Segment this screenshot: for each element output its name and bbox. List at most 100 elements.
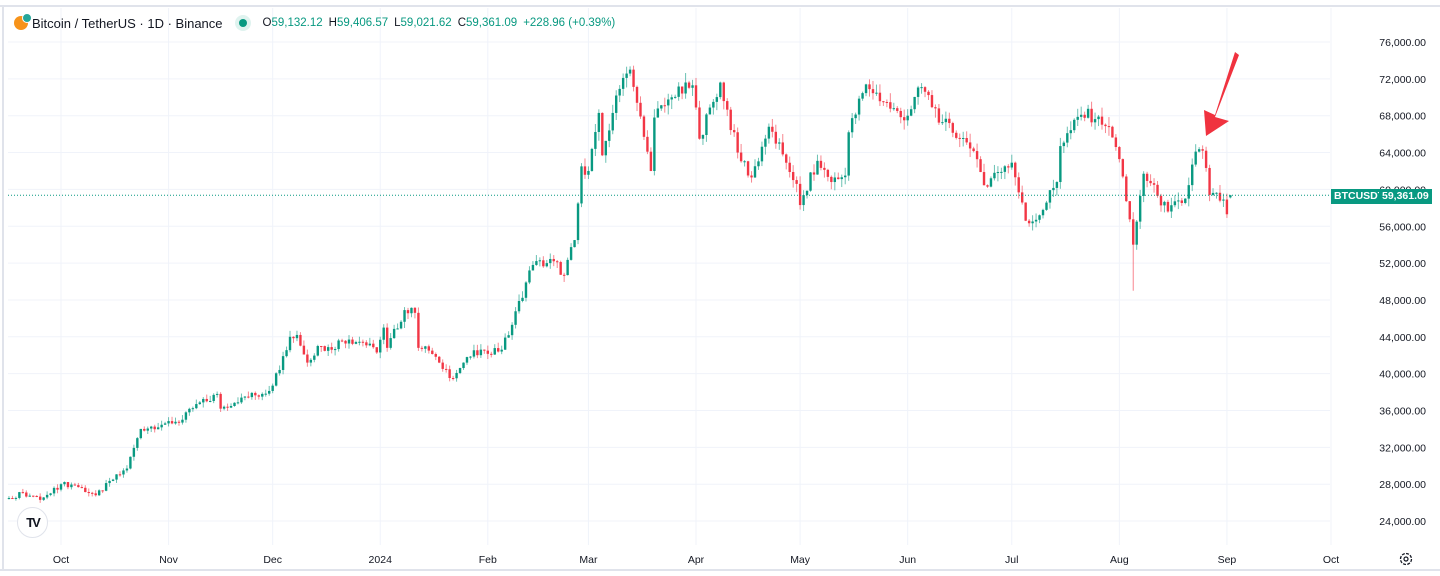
candle	[410, 307, 413, 318]
candle-body	[1204, 150, 1208, 168]
candle-body	[802, 195, 805, 206]
candle-body	[257, 395, 260, 397]
candle-body	[1184, 198, 1187, 203]
candle	[330, 342, 333, 354]
candle-body	[861, 93, 864, 99]
candle	[174, 417, 177, 425]
candle	[448, 365, 451, 382]
candle	[1017, 172, 1020, 199]
candle-body	[1073, 119, 1076, 131]
candle	[788, 156, 791, 178]
candle	[295, 330, 299, 342]
candle-body	[791, 172, 795, 181]
candle-body	[198, 402, 201, 405]
candle	[566, 257, 569, 276]
candle-body	[406, 310, 410, 314]
candle	[767, 123, 771, 144]
candle	[646, 130, 649, 155]
candle	[642, 114, 646, 141]
candle	[663, 97, 666, 113]
x-tick-label: Jun	[899, 554, 916, 566]
candle	[507, 331, 510, 339]
bitcoin-icon	[14, 13, 32, 30]
candle-body	[1208, 167, 1211, 195]
candle-body	[441, 362, 444, 369]
candle	[118, 471, 122, 477]
candle	[1225, 193, 1229, 218]
candle	[1218, 184, 1222, 203]
candle-body	[143, 428, 146, 431]
candle-body	[233, 402, 236, 407]
candle-body	[326, 347, 330, 351]
candle-body	[767, 126, 771, 139]
candle-body	[795, 180, 798, 184]
candle-body	[389, 338, 392, 348]
tradingview-logo[interactable]: TV	[17, 507, 48, 538]
symbol-title[interactable]: Bitcoin / TetherUS · 1D · Binance	[32, 15, 223, 31]
candle-body	[1010, 162, 1013, 168]
candle	[757, 157, 760, 170]
candle	[670, 94, 673, 110]
y-tick-label: 64,000.00	[1379, 148, 1426, 160]
candle	[840, 174, 843, 188]
candle	[14, 496, 18, 501]
candle-body	[191, 408, 195, 410]
candle	[798, 176, 802, 210]
candle	[958, 133, 961, 148]
candle	[274, 372, 278, 387]
candle-body	[288, 336, 292, 351]
candle-body	[1118, 147, 1121, 160]
candle-body	[687, 82, 691, 88]
candle	[1152, 178, 1156, 193]
candle-body	[500, 349, 503, 352]
candle-body	[347, 339, 351, 344]
candle	[49, 492, 52, 497]
candle-body	[122, 470, 125, 475]
candle-body	[1197, 149, 1201, 152]
candle-body	[1090, 108, 1093, 123]
candle-body	[156, 427, 160, 430]
candle-body	[899, 110, 902, 118]
candle-body	[889, 102, 892, 109]
candle	[28, 493, 31, 497]
candle-body	[736, 132, 739, 153]
candle	[66, 481, 70, 490]
candle-body	[805, 190, 809, 196]
red-arrow-annotation	[1204, 52, 1239, 136]
candle-body	[1211, 192, 1215, 195]
candle	[802, 190, 805, 212]
candle-body	[1125, 176, 1128, 202]
candle	[1128, 201, 1131, 223]
candle-body	[469, 356, 472, 358]
candle-body	[247, 396, 250, 398]
candle-body	[7, 498, 11, 500]
candle	[809, 172, 812, 192]
candle	[892, 102, 895, 111]
candle-body	[1003, 166, 1007, 172]
candle	[323, 345, 326, 352]
candle-body	[712, 101, 715, 108]
candle-body	[184, 412, 188, 420]
candle	[805, 190, 809, 199]
high-value: H59,406.57	[328, 17, 389, 29]
candle	[673, 94, 677, 99]
candle-body	[1166, 201, 1170, 212]
candle-body	[42, 497, 45, 500]
candle-body	[153, 426, 156, 430]
candle	[97, 489, 101, 497]
candle	[514, 307, 517, 329]
settings-gear-icon[interactable]	[1399, 552, 1413, 566]
candle	[1201, 145, 1204, 159]
candle	[462, 362, 465, 370]
candle	[271, 383, 274, 394]
candle	[268, 385, 271, 396]
candle	[729, 106, 732, 135]
candle	[1211, 188, 1215, 197]
candle-body	[826, 169, 830, 177]
candle	[857, 95, 861, 121]
candle-body	[451, 378, 455, 380]
candle	[18, 491, 21, 500]
candle	[379, 336, 382, 359]
candle	[549, 253, 552, 269]
